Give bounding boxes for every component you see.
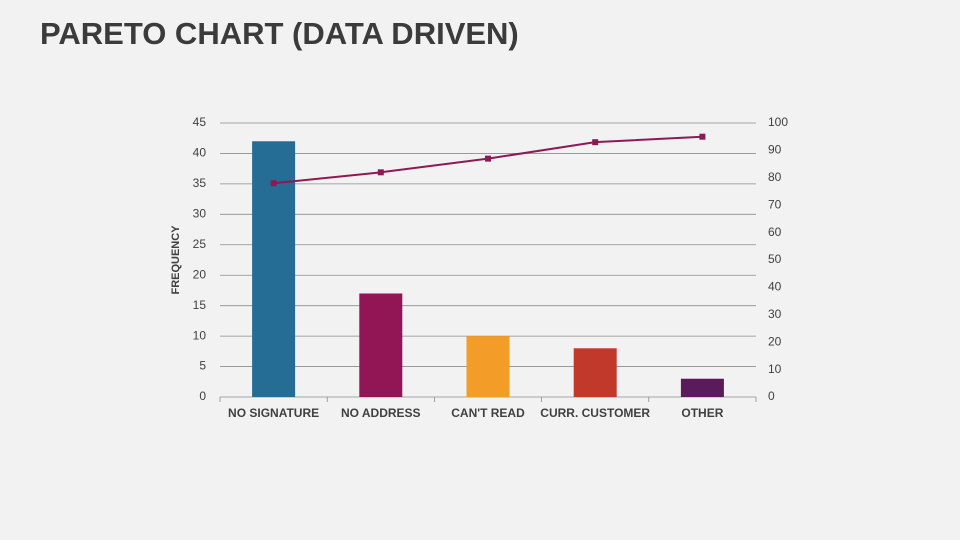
y2-tick-label: 30 xyxy=(768,307,782,321)
y2-tick-label: 90 xyxy=(768,143,782,157)
y-tick-label: 45 xyxy=(193,115,207,129)
bar xyxy=(252,141,296,397)
bar xyxy=(573,348,617,397)
y-tick-label: 10 xyxy=(193,328,207,342)
y-tick-label: 5 xyxy=(199,359,206,373)
bar xyxy=(466,336,510,397)
y-tick-label: 15 xyxy=(193,298,207,312)
line-marker xyxy=(270,180,277,187)
x-tick-label: NO ADDRESS xyxy=(341,406,421,420)
y2-tick-label: 50 xyxy=(768,252,782,266)
line-marker xyxy=(377,169,384,176)
y-tick-label: 30 xyxy=(193,207,207,221)
y-tick-label: 35 xyxy=(193,176,207,190)
x-tick-label: OTHER xyxy=(681,406,723,420)
y2-tick-label: 20 xyxy=(768,334,782,348)
y2-tick-label: 60 xyxy=(768,225,782,239)
x-tick-label: CAN'T READ xyxy=(451,406,525,420)
y2-tick-label: 80 xyxy=(768,170,782,184)
y2-tick-label: 10 xyxy=(768,362,782,376)
y-axis-label: FREQUENCY xyxy=(170,225,182,295)
chart-title: PARETO CHART (DATA DRIVEN) xyxy=(40,16,519,51)
bar xyxy=(359,293,403,397)
y-tick-label: 40 xyxy=(193,146,207,160)
y2-tick-label: 40 xyxy=(768,280,782,294)
line-marker xyxy=(485,155,491,162)
x-tick-label: CURR. CUSTOMER xyxy=(540,406,650,420)
y2-tick-label: 0 xyxy=(768,389,775,403)
line-marker xyxy=(699,133,706,140)
y-tick-label: 0 xyxy=(199,389,206,403)
x-tick-label: NO SIGNATURE xyxy=(228,406,319,420)
y2-tick-label: 100 xyxy=(768,115,788,129)
y-tick-label: 25 xyxy=(193,237,207,251)
y-tick-label: 20 xyxy=(193,267,207,281)
y2-tick-label: 70 xyxy=(768,197,782,211)
bar xyxy=(680,378,724,397)
line-marker xyxy=(592,139,599,146)
